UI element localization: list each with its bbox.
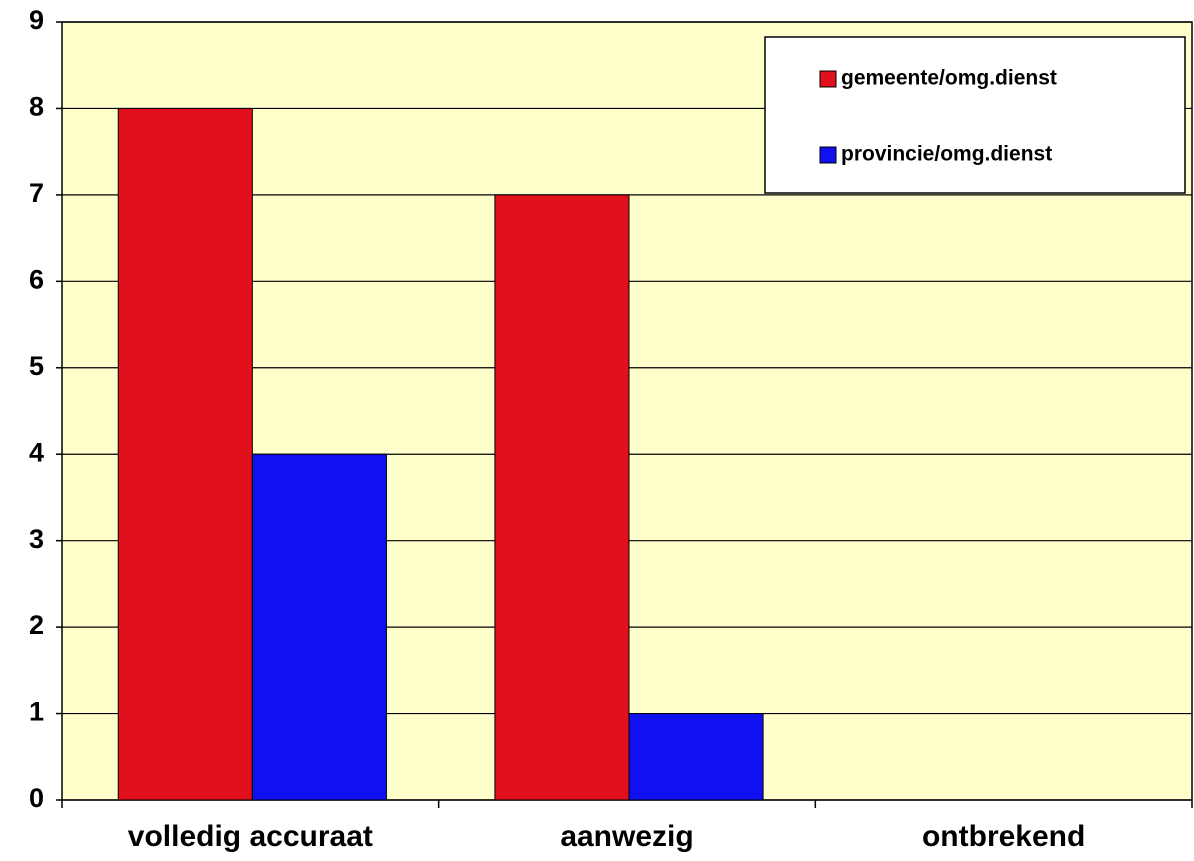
bar xyxy=(628,713,764,801)
y-tick-label: 9 xyxy=(29,5,44,35)
y-tick-label: 7 xyxy=(29,178,44,208)
y-tick-label: 6 xyxy=(29,264,44,294)
legend-label: provincie/omg.dienst xyxy=(841,143,1052,166)
bar xyxy=(494,194,630,801)
y-tick-label: 1 xyxy=(29,697,44,727)
legend-swatch xyxy=(819,146,837,164)
y-tick-label: 2 xyxy=(29,610,44,640)
bar xyxy=(251,453,387,801)
y-tick-label: 5 xyxy=(29,351,44,381)
legend-swatch xyxy=(819,70,837,88)
legend-box xyxy=(764,36,1186,194)
x-tick-label: volledig accuraat xyxy=(128,820,373,853)
y-tick-label: 3 xyxy=(29,524,44,554)
x-tick-label: ontbrekend xyxy=(922,820,1085,853)
y-tick-label: 4 xyxy=(29,437,44,467)
bar xyxy=(117,107,253,801)
x-tick-label: aanwezig xyxy=(560,820,693,853)
y-tick-label: 8 xyxy=(29,92,44,122)
y-tick-label: 0 xyxy=(29,783,44,813)
legend-label: gemeente/omg.dienst xyxy=(841,67,1057,90)
